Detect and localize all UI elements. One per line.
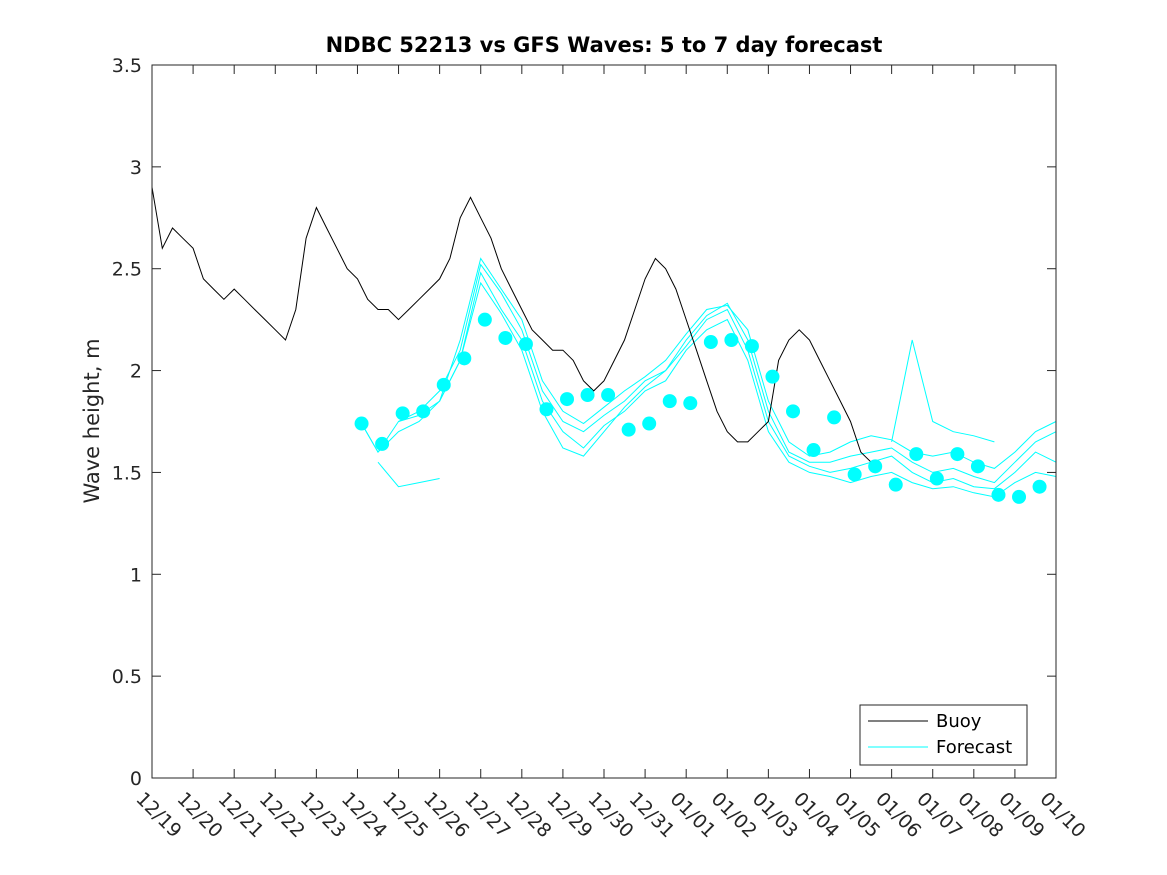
y-tick-label: 0.5 xyxy=(112,666,142,688)
forecast-point xyxy=(560,392,575,407)
forecast-point xyxy=(806,443,821,458)
legend-box xyxy=(859,704,1028,766)
forecast-point xyxy=(847,467,862,482)
forecast-point xyxy=(518,337,533,352)
forecast-point xyxy=(1012,489,1027,504)
forecast-point xyxy=(395,406,410,421)
forecast-point xyxy=(1032,479,1047,494)
y-axis: 0 0.5 1 1.5 2 2.5 3 3.5 xyxy=(112,55,1056,790)
forecast-point xyxy=(888,477,903,492)
forecast-point xyxy=(868,459,883,474)
legend-buoy-label: Buoy xyxy=(936,711,982,732)
marker-layer xyxy=(354,312,1047,504)
y-tick-label: 1.5 xyxy=(112,462,142,484)
forecast-point xyxy=(477,312,492,327)
chart-title: NDBC 52213 vs GFS Waves: 5 to 7 day fore… xyxy=(326,33,883,57)
forecast-point xyxy=(786,404,801,419)
forecast-point xyxy=(642,416,657,431)
buoy-line xyxy=(151,187,872,463)
forecast-point xyxy=(416,404,431,419)
legend-forecast-label: Forecast xyxy=(936,737,1012,758)
y-tick-label: 3.5 xyxy=(112,55,142,77)
forecast-point xyxy=(991,487,1006,502)
forecast-point xyxy=(375,436,390,451)
forecast-point xyxy=(744,339,759,354)
forecast-point xyxy=(909,447,924,462)
forecast-point xyxy=(662,394,677,409)
y-tick-label: 2 xyxy=(130,361,142,383)
forecast-line xyxy=(377,461,440,488)
forecast-point xyxy=(950,447,965,462)
forecast-line xyxy=(891,339,995,443)
forecast-point xyxy=(457,351,472,366)
forecast-point xyxy=(498,330,513,345)
forecast-point xyxy=(929,471,944,486)
plot-background xyxy=(152,65,1056,778)
forecast-point xyxy=(683,396,698,411)
forecast-point xyxy=(354,416,369,431)
y-tick-label: 1 xyxy=(130,564,142,586)
forecast-point xyxy=(765,369,780,384)
legend: Buoy Forecast xyxy=(859,704,1028,766)
forecast-point xyxy=(970,459,985,474)
y-tick-label: 0 xyxy=(130,768,142,790)
forecast-line xyxy=(361,271,1057,498)
forecast-point xyxy=(621,422,636,437)
forecast-point xyxy=(703,335,718,350)
forecast-point xyxy=(724,333,739,348)
y-tick-label: 2.5 xyxy=(112,259,142,281)
forecast-line xyxy=(398,263,1057,484)
forecast-point xyxy=(539,402,554,417)
y-tick-label: 3 xyxy=(130,157,142,179)
y-axis-label: Wave height, m xyxy=(80,338,104,503)
forecast-point xyxy=(601,388,616,403)
forecast-point xyxy=(436,377,451,392)
forecast-point xyxy=(827,410,842,425)
forecast-point xyxy=(580,388,595,403)
